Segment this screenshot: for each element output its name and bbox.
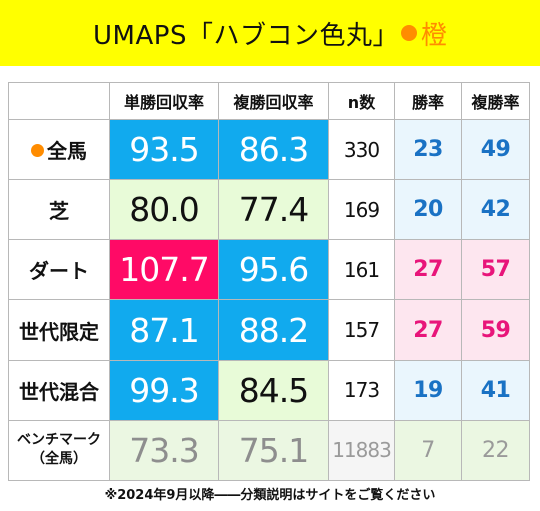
win-return-cell: 93.5 bbox=[109, 118, 219, 181]
place-return-cell: 95.6 bbox=[218, 239, 329, 301]
footnote: ※2024年9月以降――分類説明はサイトをご覧ください bbox=[104, 488, 436, 503]
header-win-return: 単勝回収率 bbox=[109, 82, 219, 120]
row-label-line1: ベンチマーク bbox=[17, 432, 101, 449]
place-return-cell: 88.2 bbox=[218, 299, 329, 361]
place-return-cell: 77.4 bbox=[218, 179, 329, 241]
orange-dot-icon bbox=[31, 144, 44, 158]
row-label-age-restricted: 世代限定 bbox=[8, 299, 110, 361]
n-cell: 157 bbox=[328, 299, 395, 361]
win-rate-cell: 27 bbox=[394, 299, 462, 361]
color-name: 橙 bbox=[420, 20, 447, 51]
header-n: n数 bbox=[328, 82, 395, 120]
page-title: UMAPS「ハブコン色丸」 bbox=[93, 20, 399, 51]
place-rate-cell: 42 bbox=[461, 179, 530, 241]
place-rate-cell: 57 bbox=[461, 239, 530, 301]
place-return-cell: 86.3 bbox=[218, 118, 329, 181]
win-rate-cell: 19 bbox=[394, 359, 462, 421]
win-return-cell: 80.0 bbox=[109, 179, 219, 241]
place-return-cell: 75.1 bbox=[218, 419, 329, 482]
win-rate-cell: 23 bbox=[394, 118, 462, 181]
table-row-benchmark: ベンチマーク （全馬） 73.3 75.1 11883 7 22 bbox=[8, 419, 530, 482]
place-rate-cell: 41 bbox=[461, 359, 530, 421]
table-row: 全馬 93.5 86.3 330 23 49 bbox=[8, 118, 530, 181]
place-rate-cell: 22 bbox=[461, 419, 530, 482]
row-label-all-horses: 全馬 bbox=[8, 118, 110, 181]
row-label-dirt: ダート bbox=[8, 239, 110, 301]
win-rate-cell: 7 bbox=[394, 419, 462, 482]
header-place-return: 複勝回収率 bbox=[218, 82, 329, 120]
win-return-cell: 107.7 bbox=[109, 239, 219, 301]
place-rate-cell: 59 bbox=[461, 299, 530, 361]
n-cell: 161 bbox=[328, 239, 395, 301]
win-return-cell: 87.1 bbox=[109, 299, 219, 361]
n-cell: 330 bbox=[328, 118, 395, 181]
row-label-age-mixed: 世代混合 bbox=[8, 359, 110, 421]
n-cell: 11883 bbox=[328, 419, 395, 482]
row-label-text: 全馬 bbox=[47, 139, 87, 164]
header-corner bbox=[8, 82, 110, 120]
stats-table-container: 単勝回収率 複勝回収率 n数 勝率 複勝率 全馬 93.5 86.3 330 2… bbox=[8, 82, 530, 482]
table-row: 世代限定 87.1 88.2 157 27 59 bbox=[8, 299, 530, 361]
table-row: 世代混合 99.3 84.5 173 19 41 bbox=[8, 359, 530, 421]
n-cell: 169 bbox=[328, 179, 395, 241]
stats-table: 単勝回収率 複勝回収率 n数 勝率 複勝率 全馬 93.5 86.3 330 2… bbox=[8, 82, 530, 482]
row-label-turf: 芝 bbox=[8, 179, 110, 241]
header-row: 単勝回収率 複勝回収率 n数 勝率 複勝率 bbox=[8, 82, 530, 120]
win-return-cell: 73.3 bbox=[109, 419, 219, 482]
n-cell: 173 bbox=[328, 359, 395, 421]
table-row: 芝 80.0 77.4 169 20 42 bbox=[8, 179, 530, 241]
win-rate-cell: 20 bbox=[394, 179, 462, 241]
header-place-rate: 複勝率 bbox=[461, 82, 530, 120]
table-row: ダート 107.7 95.6 161 27 57 bbox=[8, 239, 530, 301]
place-rate-cell: 49 bbox=[461, 118, 530, 181]
header-win-rate: 勝率 bbox=[394, 82, 462, 120]
win-return-cell: 99.3 bbox=[109, 359, 219, 421]
title-banner: UMAPS「ハブコン色丸」 橙 bbox=[0, 0, 540, 66]
row-label-benchmark: ベンチマーク （全馬） bbox=[8, 419, 110, 482]
orange-dot-icon bbox=[400, 25, 417, 41]
row-label-line2: （全馬） bbox=[31, 451, 87, 468]
place-return-cell: 84.5 bbox=[218, 359, 329, 421]
win-rate-cell: 27 bbox=[394, 239, 462, 301]
